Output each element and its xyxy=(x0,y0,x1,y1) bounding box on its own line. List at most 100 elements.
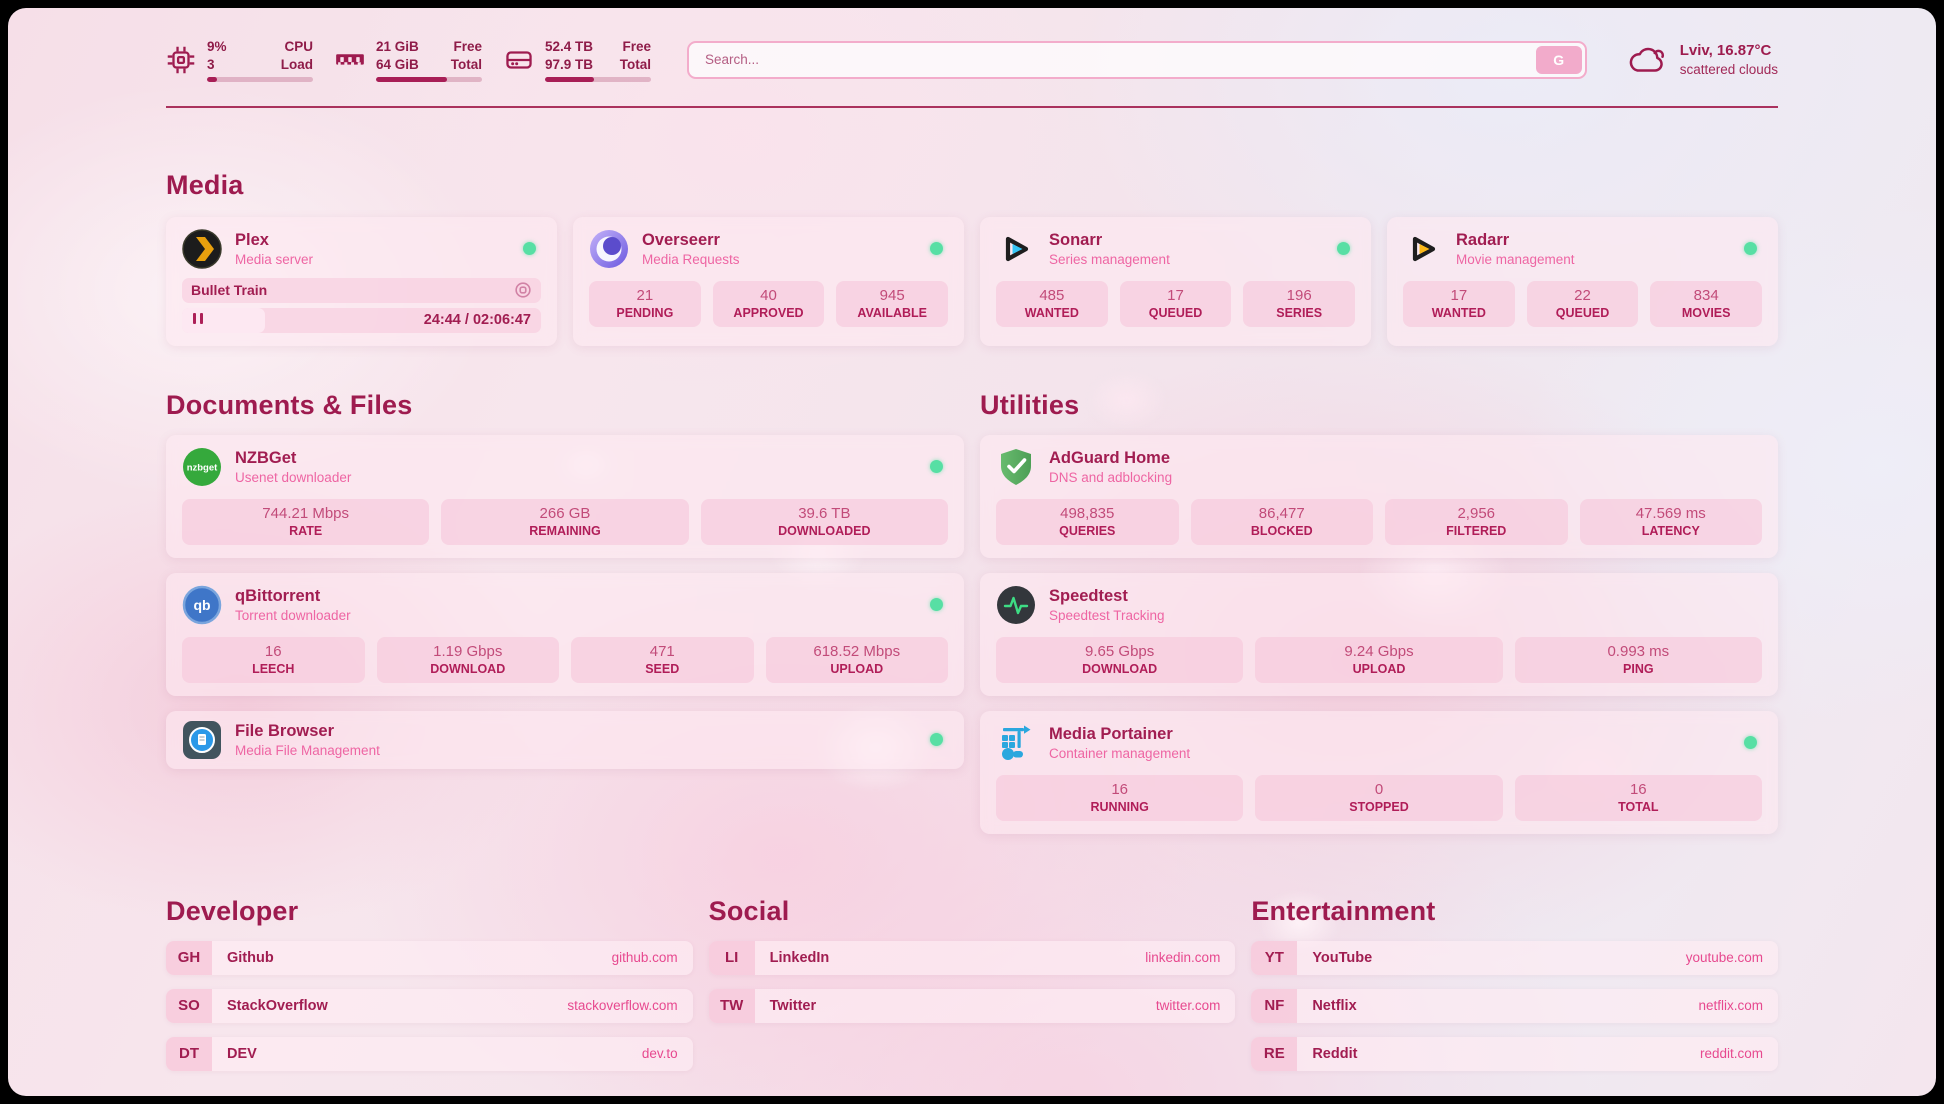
google-search-button[interactable]: G xyxy=(1535,45,1582,74)
section-entertainment: Entertainment YT YouTube youtube.com NF … xyxy=(1251,896,1778,1071)
weather-condition: scattered clouds xyxy=(1679,61,1778,77)
memory-progress-bar xyxy=(376,77,482,82)
cpu-load-value: 3 xyxy=(207,56,215,72)
app-subtitle: Usenet downloader xyxy=(235,469,352,485)
adguard-icon xyxy=(996,447,1036,487)
stat-tile: 1.19 Gbps DOWNLOAD xyxy=(376,636,559,683)
section-developer: Developer GH Github github.com SO StackO… xyxy=(166,896,693,1071)
status-online-dot xyxy=(523,242,536,256)
bookmark-url: netflix.com xyxy=(1698,998,1763,1014)
app-card-portainer[interactable]: Media Portainer Container management 16 R… xyxy=(980,710,1778,834)
app-subtitle: DNS and adblocking xyxy=(1049,469,1173,485)
bookmark-url: linkedin.com xyxy=(1145,950,1221,966)
stat-tile: 945 AVAILABLE xyxy=(836,280,949,327)
storage-total-value: 97.9 TB xyxy=(545,56,594,72)
bookmark-stackoverflow[interactable]: SO StackOverflow stackoverflow.com xyxy=(166,988,693,1023)
total-label: Total xyxy=(619,56,651,72)
dashboard-window: 9% CPU 3 Load 21 GiB Free 64 GiB Total xyxy=(8,8,1936,1096)
storage-free-value: 52.4 TB xyxy=(545,39,594,54)
app-card-adguard[interactable]: AdGuard Home DNS and adblocking 498,835 Q… xyxy=(980,434,1778,558)
stat-tile: 0.993 ms PING xyxy=(1514,636,1762,683)
memory-stat: 21 GiB Free 64 GiB Total xyxy=(335,38,482,82)
cpu-label: CPU xyxy=(284,39,313,54)
status-online-dot xyxy=(930,460,943,474)
bookmark-netflix[interactable]: NF Netflix netflix.com xyxy=(1251,988,1778,1023)
bookmark-twitter[interactable]: TW Twitter twitter.com xyxy=(708,988,1236,1023)
now-playing-widget: Bullet Train 24:44 / 02:06:47 xyxy=(182,277,541,333)
bookmark-abbr: LI xyxy=(708,940,755,975)
stat-tile: 9.24 Gbps UPLOAD xyxy=(1255,636,1503,683)
app-subtitle: Container management xyxy=(1049,745,1191,761)
section-social: Social LI LinkedIn linkedin.com TW Twitt… xyxy=(708,896,1236,1071)
bookmark-url: twitter.com xyxy=(1155,998,1221,1014)
plex-icon xyxy=(182,228,222,269)
app-card-nzbget[interactable]: nzbget NZBGet Usenet downloader 744.21 M… xyxy=(166,434,964,558)
stat-tile: 9.65 Gbps DOWNLOAD xyxy=(996,636,1244,683)
stat-tile: 744.21 Mbps RATE xyxy=(182,498,430,545)
bookmark-name: DEV xyxy=(227,1045,257,1062)
app-card-radarr[interactable]: Radarr Movie management 17 WANTED 22 QUEUE… xyxy=(1387,216,1778,346)
app-subtitle: Series management xyxy=(1049,251,1170,267)
app-name: Speedtest xyxy=(1049,586,1128,605)
now-playing-title: Bullet Train xyxy=(191,282,268,299)
ram-icon xyxy=(335,45,365,75)
bookmark-abbr: RE xyxy=(1251,1036,1298,1071)
nzbget-icon: nzbget xyxy=(182,447,222,487)
header-divider xyxy=(166,105,1778,108)
stat-tile: 834 MOVIES xyxy=(1650,280,1763,327)
app-card-qbittorrent[interactable]: qb qBittorrent Torrent downloader 16 LEEC… xyxy=(166,572,964,696)
portainer-icon xyxy=(996,723,1036,763)
stat-tile: 17 WANTED xyxy=(1403,280,1515,327)
stat-tile: 17 QUEUED xyxy=(1119,280,1232,327)
bookmark-abbr: TW xyxy=(708,988,755,1023)
section-title-media: Media xyxy=(166,169,244,200)
status-online-dot xyxy=(1744,736,1757,750)
app-name: Sonarr xyxy=(1049,230,1103,249)
bookmark-abbr: DT xyxy=(166,1036,212,1071)
section-documents-files: Documents & Files nzbget NZBGet Usenet d… xyxy=(166,390,964,834)
app-subtitle: Speedtest Tracking xyxy=(1049,607,1165,623)
app-card-plex[interactable]: Plex Media server Bullet Train xyxy=(166,216,557,346)
filebrowser-icon xyxy=(182,720,222,760)
stat-tile: 266 GB REMAINING xyxy=(441,498,689,545)
app-name: Plex xyxy=(235,230,269,249)
stat-tile: 16 TOTAL xyxy=(1514,774,1762,821)
media-cards-row: Plex Media server Bullet Train xyxy=(166,216,1778,346)
app-name: Overseerr xyxy=(642,230,720,249)
stat-tile: 618.52 Mbps UPLOAD xyxy=(765,636,948,683)
bookmark-linkedin[interactable]: LI LinkedIn linkedin.com xyxy=(708,940,1236,975)
app-card-speedtest[interactable]: Speedtest Speedtest Tracking 9.65 Gbps DO… xyxy=(980,572,1778,696)
cpu-progress-bar xyxy=(207,77,313,82)
bookmark-reddit[interactable]: RE Reddit reddit.com xyxy=(1251,1036,1778,1071)
playback-progress-bar[interactable]: 24:44 / 02:06:47 xyxy=(182,307,541,333)
bookmark-url: github.com xyxy=(611,950,678,966)
qbittorrent-icon: qb xyxy=(182,585,222,625)
weather-location-temp: Lviv, 16.87°C xyxy=(1679,42,1772,60)
stat-tile: 16 LEECH xyxy=(182,636,365,683)
bookmark-github[interactable]: GH Github github.com xyxy=(166,940,693,975)
app-card-overseerr[interactable]: Overseerr Media Requests 21 PENDING 40 APP… xyxy=(573,216,964,346)
free-label: Free xyxy=(622,39,651,54)
bookmark-youtube[interactable]: YT YouTube youtube.com xyxy=(1251,940,1778,975)
search-input[interactable] xyxy=(703,51,1536,69)
stat-tile: 471 SEED xyxy=(571,636,754,683)
bookmark-dev[interactable]: DT DEV dev.to xyxy=(166,1036,693,1071)
pause-button[interactable] xyxy=(193,311,206,329)
stat-tile: 0 STOPPED xyxy=(1255,774,1503,821)
overseerr-icon xyxy=(589,229,629,269)
speedtest-icon xyxy=(996,585,1036,625)
section-title-utilities: Utilities xyxy=(980,389,1080,420)
section-title-documents: Documents & Files xyxy=(166,389,413,420)
app-card-sonarr[interactable]: Sonarr Series management 485 WANTED 17 QUE… xyxy=(980,216,1371,346)
app-card-filebrowser[interactable]: File Browser Media File Management xyxy=(166,710,964,769)
section-title-entertainment: Entertainment xyxy=(1251,895,1436,926)
svg-text:qb: qb xyxy=(193,597,210,613)
bookmark-url: stackoverflow.com xyxy=(567,998,678,1014)
section-utilities: Utilities AdGuard Home DNS and adblockin… xyxy=(980,390,1778,834)
bookmark-abbr: YT xyxy=(1251,940,1298,975)
search-bar[interactable]: G xyxy=(687,40,1587,79)
stat-tile: 2,956 FILTERED xyxy=(1385,498,1568,545)
status-online-dot xyxy=(930,242,943,256)
bookmark-name: Github xyxy=(227,949,274,966)
bookmark-name: LinkedIn xyxy=(769,949,830,966)
